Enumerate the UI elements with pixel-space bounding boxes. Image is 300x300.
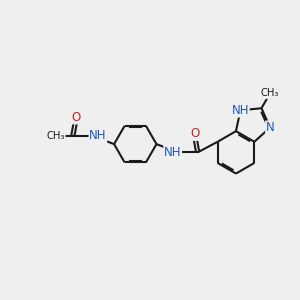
Text: O: O — [71, 111, 80, 124]
Text: NH: NH — [232, 104, 249, 117]
Text: CH₃: CH₃ — [46, 131, 65, 141]
Text: O: O — [190, 127, 200, 140]
Text: NH: NH — [164, 146, 182, 159]
Text: NH: NH — [89, 129, 106, 142]
Text: N: N — [266, 121, 274, 134]
Text: CH₃: CH₃ — [261, 88, 279, 98]
